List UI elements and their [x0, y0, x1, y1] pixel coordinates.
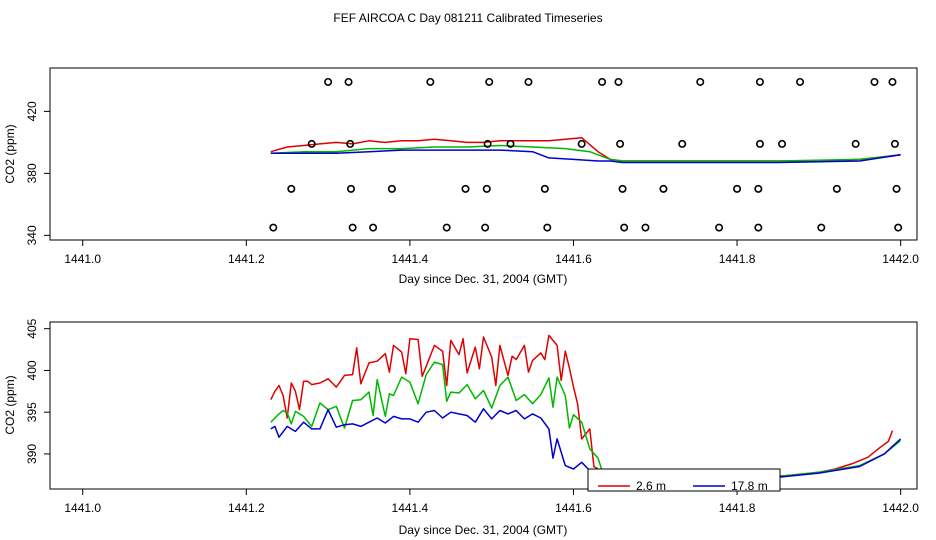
top-marker [659, 184, 668, 193]
bottom-series-red [270, 334, 894, 480]
bottom-x-tick-label: 1441.4 [392, 501, 429, 515]
figure-title: FEF AIRCOA C Day 081211 Calibrated Times… [333, 11, 602, 25]
top-marker [387, 184, 396, 193]
top-marker [482, 184, 491, 193]
bottom-x-axis-label: Day since Dec. 31, 2004 (GMT) [399, 523, 568, 537]
top-chart: CO2 (ppm) Day since Dec. 31, 2004 (GMT) … [3, 67, 919, 286]
top-marker [369, 223, 378, 232]
bottom-y-tick-label: 405 [25, 318, 39, 338]
top-marker [524, 77, 533, 86]
top-marker [754, 184, 763, 193]
top-marker [715, 223, 724, 232]
top-plot-frame [49, 67, 918, 241]
top-marker [346, 184, 355, 193]
top-marker [755, 139, 764, 148]
top-marker [620, 223, 629, 232]
top-marker [892, 184, 901, 193]
top-marker [483, 139, 492, 148]
top-marker [442, 223, 451, 232]
bottom-y-tick-label: 395 [25, 402, 39, 422]
top-marker [733, 184, 742, 193]
top-marker [616, 139, 625, 148]
top-marker [817, 223, 826, 232]
top-marker [754, 223, 763, 232]
bottom-chart: CO2 (ppm) Day since Dec. 31, 2004 (GMT) … [3, 318, 919, 537]
top-marker [506, 139, 515, 148]
top-x-tick-label: 1441.2 [228, 252, 265, 266]
top-marker [426, 77, 435, 86]
top-marker [598, 77, 607, 86]
bottom-plot-frame [49, 321, 918, 490]
top-x-tick-label: 1441.6 [555, 252, 592, 266]
top-marker [307, 139, 316, 148]
top-marker [346, 139, 355, 148]
top-x-tick-label: 1441.8 [719, 252, 756, 266]
top-marker [287, 184, 296, 193]
legend-label-red: 2.6 m [636, 479, 666, 493]
top-x-tick-label: 1442.0 [882, 252, 919, 266]
top-marker [851, 139, 860, 148]
bottom-x-tick-label: 1441.8 [719, 501, 756, 515]
top-marker [678, 139, 687, 148]
top-marker [577, 139, 586, 148]
top-marker [348, 223, 357, 232]
top-marker [696, 77, 705, 86]
legend: 2.6 m 17.8 m [587, 468, 781, 493]
bottom-series-blue [270, 408, 902, 480]
top-marker [344, 77, 353, 86]
top-marker [755, 77, 764, 86]
top-x-tick-label: 1441.0 [64, 252, 101, 266]
top-marker [778, 139, 787, 148]
top-marker [890, 139, 899, 148]
top-y-tick-label: 380 [25, 163, 39, 183]
top-series-green [270, 144, 901, 162]
legend-box [587, 468, 781, 492]
top-marker [324, 77, 333, 86]
top-marker [461, 184, 470, 193]
bottom-x-tick-label: 1441.0 [64, 501, 101, 515]
bottom-x-tick-label: 1441.2 [228, 501, 265, 515]
top-x-tick-label: 1441.4 [392, 252, 429, 266]
top-marker [481, 223, 490, 232]
top-marker [888, 77, 897, 86]
top-marker [540, 184, 549, 193]
top-marker [832, 184, 841, 193]
top-marker [269, 223, 278, 232]
top-y-tick-label: 340 [25, 225, 39, 245]
top-marker [485, 77, 494, 86]
bottom-y-axis-label: CO2 (ppm) [3, 375, 17, 434]
bottom-series-green [270, 361, 902, 480]
top-marker [614, 77, 623, 86]
top-marker [641, 223, 650, 232]
bottom-y-tick-label: 390 [25, 444, 39, 464]
top-marker [618, 184, 627, 193]
bottom-x-tick-label: 1441.6 [555, 501, 592, 515]
top-x-axis-label: Day since Dec. 31, 2004 (GMT) [399, 272, 568, 286]
top-marker [543, 223, 552, 232]
top-marker [796, 77, 805, 86]
top-y-tick-label: 420 [25, 101, 39, 121]
legend-label-blue: 17.8 m [731, 479, 768, 493]
top-marker [870, 77, 879, 86]
top-series-blue [270, 149, 901, 164]
top-marker [894, 223, 903, 232]
bottom-x-tick-label: 1442.0 [882, 501, 919, 515]
bottom-y-tick-label: 400 [25, 360, 39, 380]
top-y-axis-label: CO2 (ppm) [3, 124, 17, 183]
